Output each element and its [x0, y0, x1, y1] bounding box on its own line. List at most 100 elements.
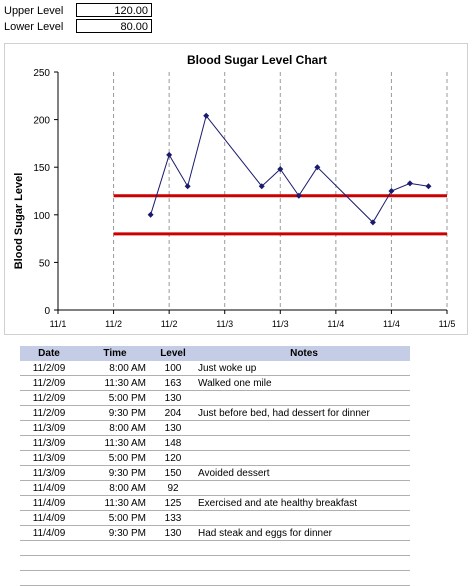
cell-time[interactable]: 8:00 AM: [78, 480, 152, 496]
header-date: Date: [20, 346, 78, 361]
table-row[interactable]: 11/2/09 5:00 PM 130: [20, 390, 410, 406]
header-time: Time: [78, 346, 152, 361]
cell-time[interactable]: 11:30 AM: [78, 495, 152, 511]
table-row[interactable]: 11/3/09 11:30 AM 148: [20, 435, 410, 451]
cell-time[interactable]: 5:00 PM: [78, 510, 152, 526]
cell-notes[interactable]: [194, 510, 410, 526]
upper-level-input[interactable]: 120.00: [76, 3, 152, 17]
data-point: [388, 188, 395, 194]
lower-level-label: Lower Level: [4, 21, 64, 33]
data-point: [369, 219, 376, 226]
cell-date[interactable]: [20, 570, 78, 586]
cell-time[interactable]: 5:00 PM: [78, 390, 152, 406]
cell-date[interactable]: 11/3/09: [20, 420, 78, 436]
x-tick-label: 11/4: [327, 319, 344, 329]
data-point: [314, 164, 321, 171]
cell-notes[interactable]: Had steak and eggs for dinner: [194, 525, 410, 541]
cell-notes[interactable]: Walked one mile: [194, 375, 410, 391]
cell-level[interactable]: 100: [152, 361, 194, 376]
table-row[interactable]: 11/3/09 9:30 PM 150 Avoided dessert: [20, 465, 410, 481]
cell-time[interactable]: 11:30 AM: [78, 435, 152, 451]
cell-notes[interactable]: [194, 570, 410, 586]
cell-time[interactable]: 9:30 PM: [78, 525, 152, 541]
cell-time[interactable]: [78, 555, 152, 571]
cell-level[interactable]: [152, 555, 194, 571]
table-row[interactable]: 11/3/09 5:00 PM 120: [20, 450, 410, 466]
cell-time[interactable]: 9:30 PM: [78, 405, 152, 421]
table-row[interactable]: 11/4/09 8:00 AM 92: [20, 480, 410, 496]
data-point: [425, 183, 432, 190]
cell-time[interactable]: 11:30 AM: [78, 375, 152, 391]
cell-level[interactable]: 148: [152, 435, 194, 451]
cell-level[interactable]: 125: [152, 495, 194, 511]
table-row[interactable]: [20, 555, 410, 571]
cell-date[interactable]: 11/2/09: [20, 405, 78, 421]
cell-date[interactable]: 11/4/09: [20, 510, 78, 526]
cell-level[interactable]: [152, 570, 194, 586]
cell-date[interactable]: 11/4/09: [20, 480, 78, 496]
cell-level[interactable]: 120: [152, 450, 194, 466]
cell-notes[interactable]: [194, 390, 410, 406]
cell-level[interactable]: 163: [152, 375, 194, 391]
cell-date[interactable]: 11/3/09: [20, 435, 78, 451]
cell-date[interactable]: [20, 555, 78, 571]
cell-level[interactable]: 130: [152, 390, 194, 406]
cell-level[interactable]: [152, 540, 194, 556]
table-row[interactable]: 11/2/09 11:30 AM 163 Walked one mile: [20, 375, 410, 391]
cell-date[interactable]: 11/2/09: [20, 361, 78, 376]
x-tick-label: 11/5: [439, 319, 456, 329]
cell-level[interactable]: 92: [152, 480, 194, 496]
cell-level[interactable]: 133: [152, 510, 194, 526]
x-tick-label: 11/2: [161, 319, 178, 329]
data-point: [258, 183, 265, 190]
table-row[interactable]: [20, 540, 410, 556]
cell-date[interactable]: 11/2/09: [20, 375, 78, 391]
table-row[interactable]: [20, 570, 410, 586]
cell-time[interactable]: 8:00 AM: [78, 420, 152, 436]
cell-date[interactable]: [20, 540, 78, 556]
y-tick-label: 200: [33, 116, 50, 127]
cell-time[interactable]: 5:00 PM: [78, 450, 152, 466]
cell-notes[interactable]: [194, 555, 410, 571]
cell-notes[interactable]: Avoided dessert: [194, 465, 410, 481]
table-header-row: Date Time Level Notes: [20, 346, 410, 361]
cell-date[interactable]: 11/4/09: [20, 495, 78, 511]
cell-date[interactable]: 11/3/09: [20, 465, 78, 481]
cell-level[interactable]: 130: [152, 525, 194, 541]
table-row[interactable]: 11/4/09 11:30 AM 125 Exercised and ate heal…: [20, 495, 410, 511]
series-line: [150, 114, 429, 224]
cell-date[interactable]: 11/2/09: [20, 390, 78, 406]
cell-notes[interactable]: [194, 450, 410, 466]
table-row[interactable]: 11/4/09 9:30 PM 130 Had steak and eggs for …: [20, 525, 410, 541]
cell-level[interactable]: 150: [152, 465, 194, 481]
table-row[interactable]: 11/3/09 8:00 AM 130: [20, 420, 410, 436]
cell-notes[interactable]: [194, 480, 410, 496]
cell-notes[interactable]: Exercised and ate healthy breakfast: [194, 495, 410, 511]
table-row[interactable]: 11/4/09 5:00 PM 133: [20, 510, 410, 526]
cell-date[interactable]: 11/4/09: [20, 525, 78, 541]
cell-time[interactable]: [78, 540, 152, 556]
y-tick-label: 250: [33, 68, 50, 79]
cell-notes[interactable]: [194, 420, 410, 436]
header-notes: Notes: [194, 346, 410, 361]
table-row[interactable]: 11/2/09 8:00 AM 100 Just woke up: [20, 361, 410, 376]
cell-notes[interactable]: Just before bed, had dessert for dinner: [194, 405, 410, 421]
x-tick-label: 11/1: [50, 319, 67, 329]
blood-sugar-chart: Blood Sugar Level Chart Blood Sugar Leve…: [13, 53, 456, 329]
cell-level[interactable]: 204: [152, 405, 194, 421]
cell-time[interactable]: [78, 570, 152, 586]
cell-notes[interactable]: Just woke up: [194, 361, 410, 376]
data-point: [295, 192, 302, 199]
cell-notes[interactable]: [194, 540, 410, 556]
upper-level-label: Upper Level: [4, 5, 64, 17]
table-row[interactable]: 11/2/09 9:30 PM 204 Just before bed, had de…: [20, 405, 410, 421]
cell-date[interactable]: 11/3/09: [20, 450, 78, 466]
cell-level[interactable]: 130: [152, 420, 194, 436]
cell-time[interactable]: 8:00 AM: [78, 361, 152, 376]
x-tick-label: 11/3: [272, 319, 289, 329]
data-point: [203, 112, 210, 119]
cell-notes[interactable]: [194, 435, 410, 451]
lower-level-input[interactable]: 80.00: [76, 19, 152, 33]
data-point: [184, 183, 191, 190]
cell-time[interactable]: 9:30 PM: [78, 465, 152, 481]
